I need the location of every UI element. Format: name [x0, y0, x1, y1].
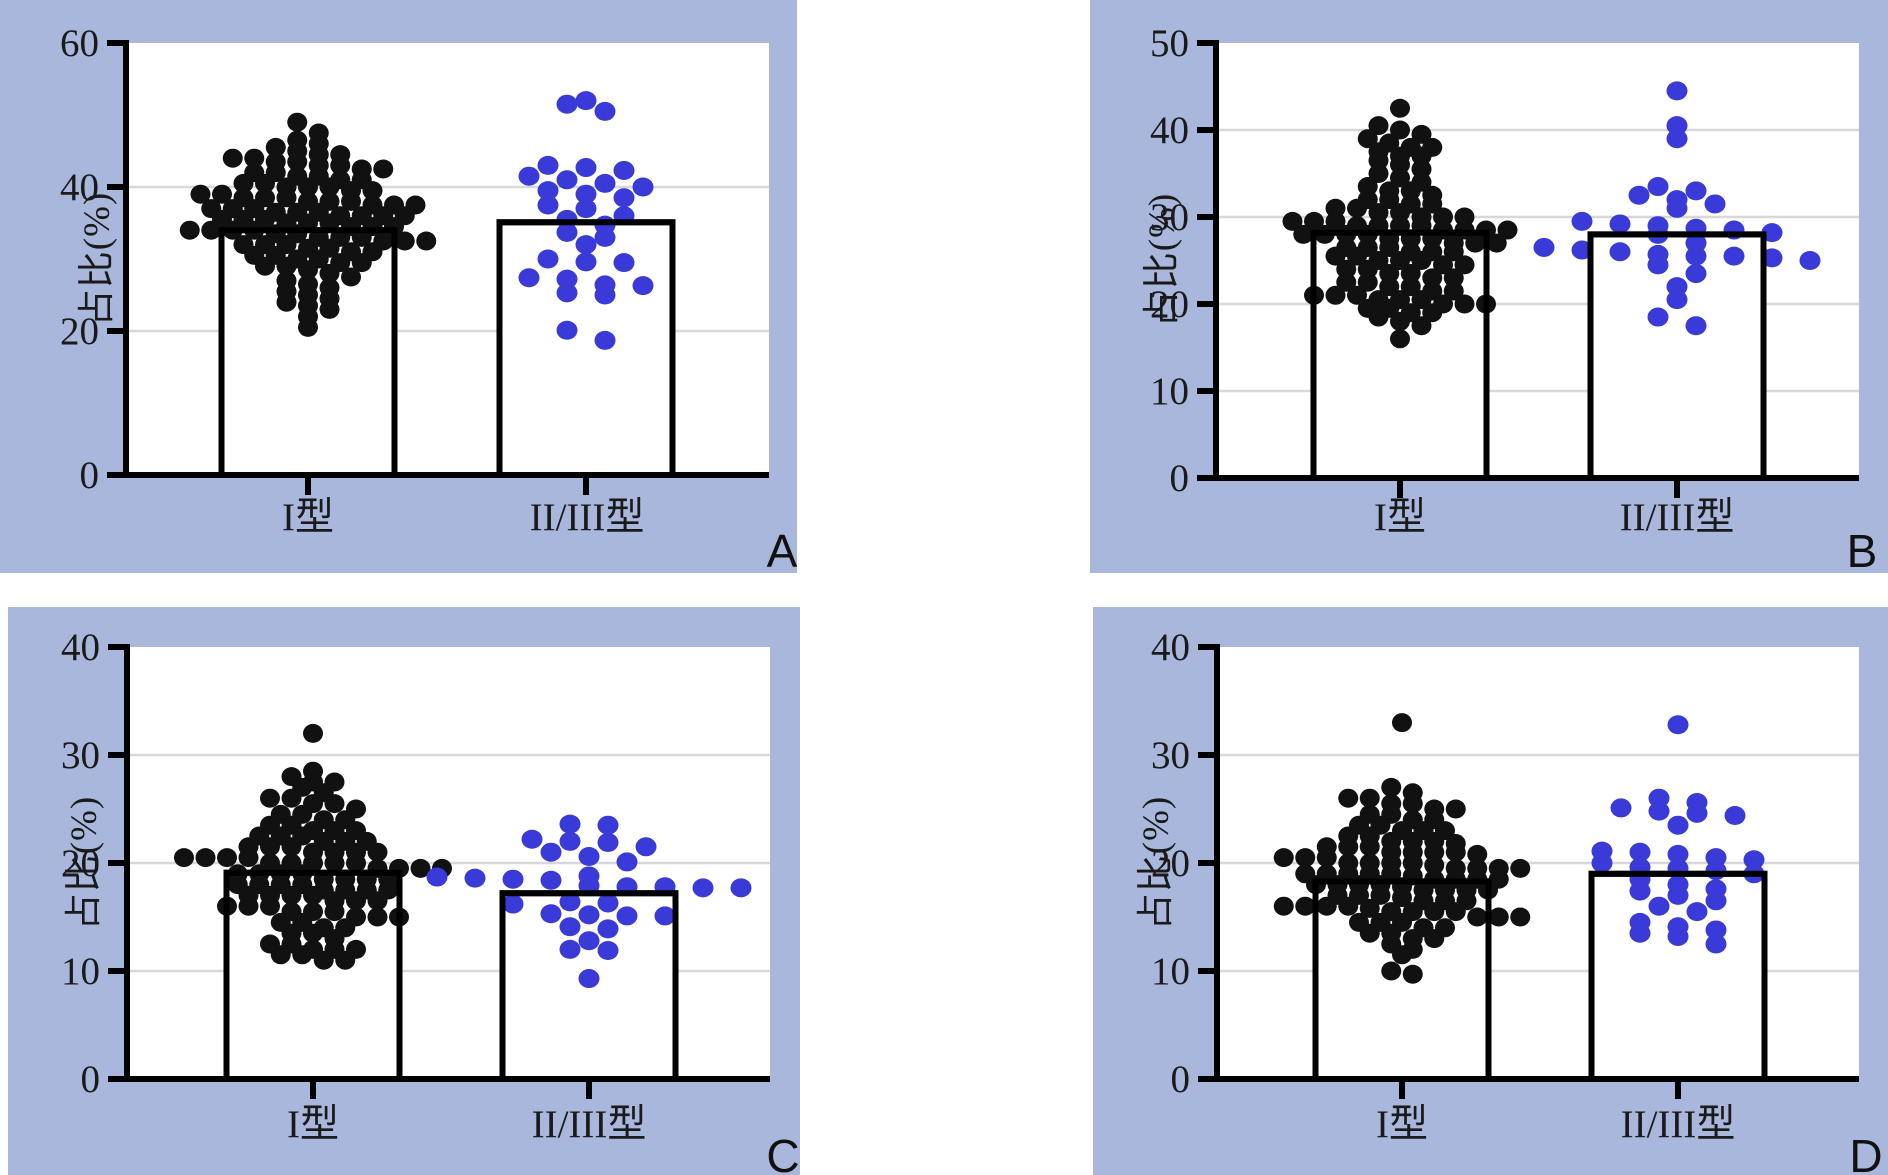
x-tick-label-B-type23: II/III型: [1619, 496, 1735, 539]
svg-text:40: 40: [60, 166, 99, 209]
svg-text:40: 40: [1150, 109, 1189, 152]
chart-A-plot: 0 20 40 60: [0, 0, 797, 573]
svg-text:10: 10: [1150, 370, 1189, 413]
svg-text:20: 20: [60, 310, 99, 353]
svg-text:20: 20: [61, 842, 100, 885]
panel-letter-D: D: [1849, 1130, 1883, 1175]
svg-text:20: 20: [1151, 842, 1190, 885]
svg-text:30: 30: [1151, 734, 1190, 777]
svg-text:40: 40: [1151, 626, 1190, 669]
svg-text:40: 40: [61, 626, 100, 669]
svg-text:10: 10: [61, 950, 100, 993]
y-axis-title-A: 占比(%): [77, 191, 118, 327]
chart-D-plot: 0 10 20 30 40: [1093, 607, 1888, 1175]
svg-text:30: 30: [1150, 196, 1189, 239]
x-tick-label-D-type1: I型: [1376, 1103, 1428, 1146]
x-tick-label-B-type1: I型: [1374, 496, 1426, 539]
panel-C: 0 10 20 30 40: [8, 607, 800, 1175]
y-axis-title-D: 占比(%): [1136, 795, 1177, 931]
panel-letter-B: B: [1846, 525, 1878, 577]
panel-letter-A: A: [766, 525, 798, 577]
svg-text:0: 0: [80, 454, 100, 497]
svg-text:50: 50: [1150, 22, 1189, 65]
panel-D: 0 10 20 30 40: [1093, 607, 1888, 1175]
svg-text:0: 0: [1171, 1058, 1191, 1101]
svg-text:20: 20: [1150, 283, 1189, 326]
y-axis-title-B: 占比(%): [1142, 192, 1183, 328]
x-tick-label-C-type1: I型: [287, 1103, 339, 1146]
x-tick-label-A-type23: II/III型: [529, 496, 645, 539]
chart-B-plot: 0 10 20 30 40 50: [1090, 0, 1888, 573]
svg-text:30: 30: [61, 734, 100, 777]
x-tick-label-A-type1: I型: [282, 496, 334, 539]
panel-A: 0 20 40 60: [0, 0, 797, 573]
chart-C-plot: 0 10 20 30 40: [8, 607, 800, 1175]
panel-letter-C: C: [766, 1130, 800, 1175]
y-axis-title-C: 占比(%): [64, 795, 105, 931]
svg-text:0: 0: [81, 1058, 101, 1101]
panel-B: 0 10 20 30 40 50: [1090, 0, 1888, 573]
svg-text:0: 0: [1170, 457, 1190, 500]
svg-text:60: 60: [60, 22, 99, 65]
x-tick-label-C-type23: II/III型: [531, 1103, 647, 1146]
svg-text:10: 10: [1151, 950, 1190, 993]
x-tick-label-D-type23: II/III型: [1620, 1103, 1736, 1146]
